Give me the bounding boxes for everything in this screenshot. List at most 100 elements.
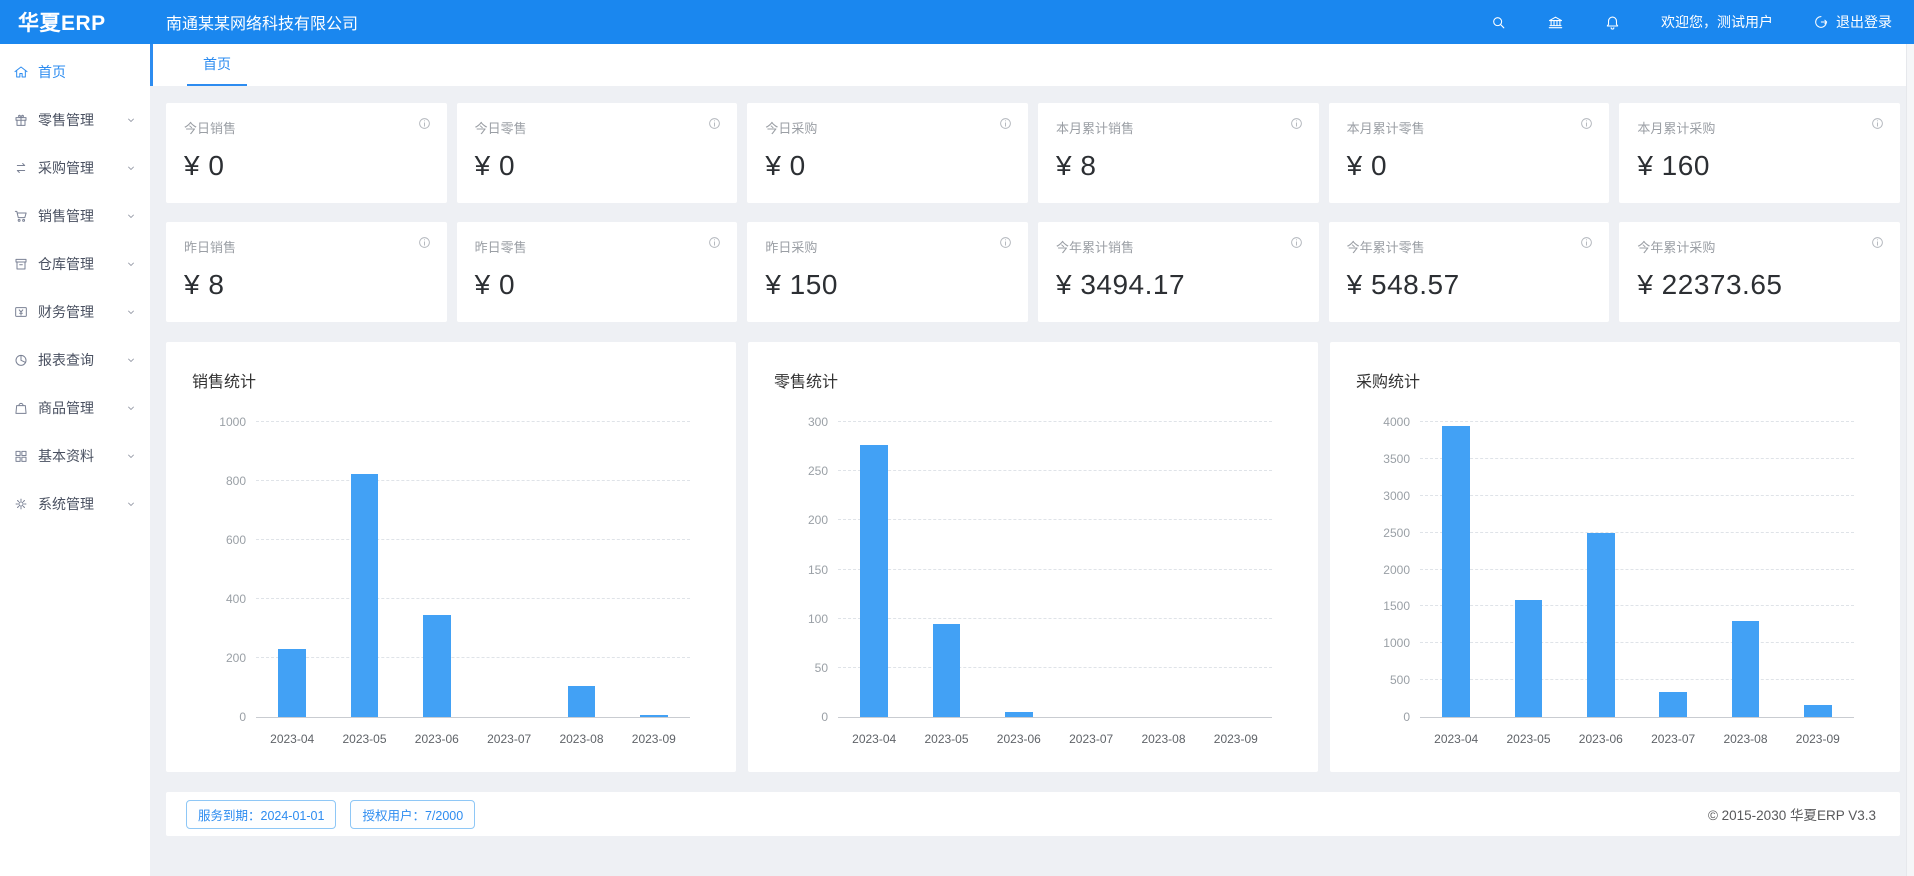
bar[interactable] xyxy=(1804,705,1832,717)
bar-slot-2023-06[interactable] xyxy=(983,422,1055,717)
chevron-down-icon xyxy=(125,402,137,414)
bar[interactable] xyxy=(567,686,596,717)
sidebar-item-label: 仓库管理 xyxy=(38,256,94,272)
info-icon[interactable] xyxy=(417,116,432,131)
tab-home[interactable]: 首页 xyxy=(187,44,247,86)
x-axis-label: 2023-07 xyxy=(487,732,532,746)
stat-card-label: 今年累计零售 xyxy=(1346,240,1425,255)
bar-slot-2023-09[interactable] xyxy=(1782,422,1854,717)
stat-card-value: ¥ 0 xyxy=(474,150,516,181)
y-axis-tick: 300 xyxy=(807,415,828,429)
bar-slot-2023-09[interactable] xyxy=(618,422,690,717)
bar-slot-2023-06[interactable] xyxy=(401,422,473,717)
bar-slot-2023-08[interactable] xyxy=(1709,422,1781,717)
x-axis-label: 2023-08 xyxy=(559,732,604,746)
bar-slot-2023-08[interactable] xyxy=(545,422,617,717)
gift-icon xyxy=(13,112,29,128)
sidebar-item-retail[interactable]: 零售管理 xyxy=(0,96,150,144)
y-axis-tick: 100 xyxy=(807,611,828,626)
bar-slot-2023-04[interactable] xyxy=(256,422,328,717)
stat-card-label: 昨日销售 xyxy=(184,240,237,255)
app-logo[interactable]: 华夏ERP xyxy=(18,12,106,35)
sidebar: 首页 零售管理采购管理销售管理仓库管理财务管理报表查询 商品管理基本资料系统管理 xyxy=(0,44,150,876)
finance-icon xyxy=(13,304,29,320)
stat-card-value: ¥ 8 xyxy=(1055,150,1097,181)
logout-button[interactable]: 退出登录 xyxy=(1813,12,1892,32)
stat-card: 今日零售 ¥ 0 xyxy=(456,103,738,203)
info-icon[interactable] xyxy=(1579,235,1594,250)
bar[interactable] xyxy=(1731,621,1760,717)
y-axis-tick: 150 xyxy=(807,562,828,577)
y-axis-tick: 4000 xyxy=(1383,415,1410,429)
info-icon[interactable] xyxy=(707,235,722,250)
bar[interactable] xyxy=(1514,600,1543,717)
bar[interactable] xyxy=(423,615,451,717)
bar-slot-2023-07[interactable] xyxy=(1055,422,1127,717)
bar[interactable] xyxy=(932,623,961,717)
bar[interactable] xyxy=(640,714,668,717)
service-expiry-badge[interactable]: 服务到期：2024-01-01 xyxy=(186,799,337,829)
bank-icon[interactable] xyxy=(1547,14,1564,31)
y-axis-tick: 800 xyxy=(225,474,246,488)
sidebar-item-goods[interactable]: 商品管理 xyxy=(0,384,150,432)
gridline xyxy=(838,568,1272,570)
info-icon[interactable] xyxy=(707,116,722,131)
gridline xyxy=(1420,457,1854,459)
stat-card-value: ¥ 22373.65 xyxy=(1637,269,1783,300)
bar-slot-2023-04[interactable] xyxy=(838,422,910,717)
bar[interactable] xyxy=(1442,425,1470,717)
sidebar-item-basic[interactable]: 基本资料 xyxy=(0,432,150,480)
bar-slot-2023-04[interactable] xyxy=(1420,422,1492,717)
bar-slot-2023-07[interactable] xyxy=(473,422,545,717)
chart-title: 零售统计 xyxy=(774,374,839,391)
bar-slot-2023-07[interactable] xyxy=(1637,422,1709,717)
stat-card-label: 本月累计零售 xyxy=(1346,121,1425,136)
sidebar-item-finance[interactable]: 财务管理 xyxy=(0,288,150,336)
chart-panel: 采购统计 0 500 1000 1500 2000 2500 3000 3500 4000 2023… xyxy=(1330,342,1900,772)
bar[interactable] xyxy=(350,473,379,717)
bar-slot-2023-09[interactable] xyxy=(1200,422,1272,717)
bar-slot-2023-06[interactable] xyxy=(1565,422,1637,717)
bar[interactable] xyxy=(1005,712,1033,717)
search-icon[interactable] xyxy=(1490,14,1507,31)
info-icon[interactable] xyxy=(1289,116,1304,131)
y-axis-tick: 250 xyxy=(807,464,828,479)
info-icon[interactable] xyxy=(998,235,1013,250)
info-icon[interactable] xyxy=(417,235,432,250)
info-icon[interactable] xyxy=(1579,116,1594,131)
info-icon[interactable] xyxy=(1870,235,1885,250)
info-icon[interactable] xyxy=(1870,116,1885,131)
vertical-scrollbar[interactable] xyxy=(1906,44,1914,876)
sidebar-item-system[interactable]: 系统管理 xyxy=(0,480,150,528)
sidebar-item-purchase[interactable]: 采购管理 xyxy=(0,144,150,192)
bar[interactable] xyxy=(278,649,306,717)
info-icon[interactable] xyxy=(998,116,1013,131)
bar[interactable] xyxy=(860,444,888,717)
stat-card: 昨日零售 ¥ 0 xyxy=(456,222,738,322)
bar[interactable] xyxy=(1587,532,1615,717)
sidebar-item-label: 基本资料 xyxy=(38,448,94,464)
bar-slot-2023-08[interactable] xyxy=(1127,422,1199,717)
sidebar-item-label: 财务管理 xyxy=(38,304,94,320)
sidebar-item-home[interactable]: 首页 xyxy=(0,48,150,96)
bar-slot-2023-05[interactable] xyxy=(328,422,400,717)
bar-slot-2023-05[interactable] xyxy=(910,422,982,717)
sidebar-item-label: 采购管理 xyxy=(38,160,94,176)
info-icon[interactable] xyxy=(1289,235,1304,250)
stat-card: 今年累计销售 ¥ 3494.17 xyxy=(1037,222,1319,322)
licensed-users-badge[interactable]: 授权用户：7/2000 xyxy=(350,799,476,829)
pie-icon xyxy=(13,352,29,368)
cart-icon xyxy=(13,208,29,224)
stat-card-value: ¥ 548.57 xyxy=(1346,269,1460,300)
sidebar-item-sales[interactable]: 销售管理 xyxy=(0,192,150,240)
sidebar-item-warehouse[interactable]: 仓库管理 xyxy=(0,240,150,288)
stat-card: 今年累计采购 ¥ 22373.65 xyxy=(1619,222,1900,322)
bar-slot-2023-05[interactable] xyxy=(1492,422,1564,717)
bell-icon[interactable] xyxy=(1604,14,1621,31)
y-axis-tick: 3000 xyxy=(1383,488,1410,503)
sidebar-item-reports[interactable]: 报表查询 xyxy=(0,336,150,384)
bar[interactable] xyxy=(1659,691,1687,717)
stat-card-value: ¥ 8 xyxy=(184,269,225,300)
y-axis-tick: 500 xyxy=(1389,673,1410,688)
